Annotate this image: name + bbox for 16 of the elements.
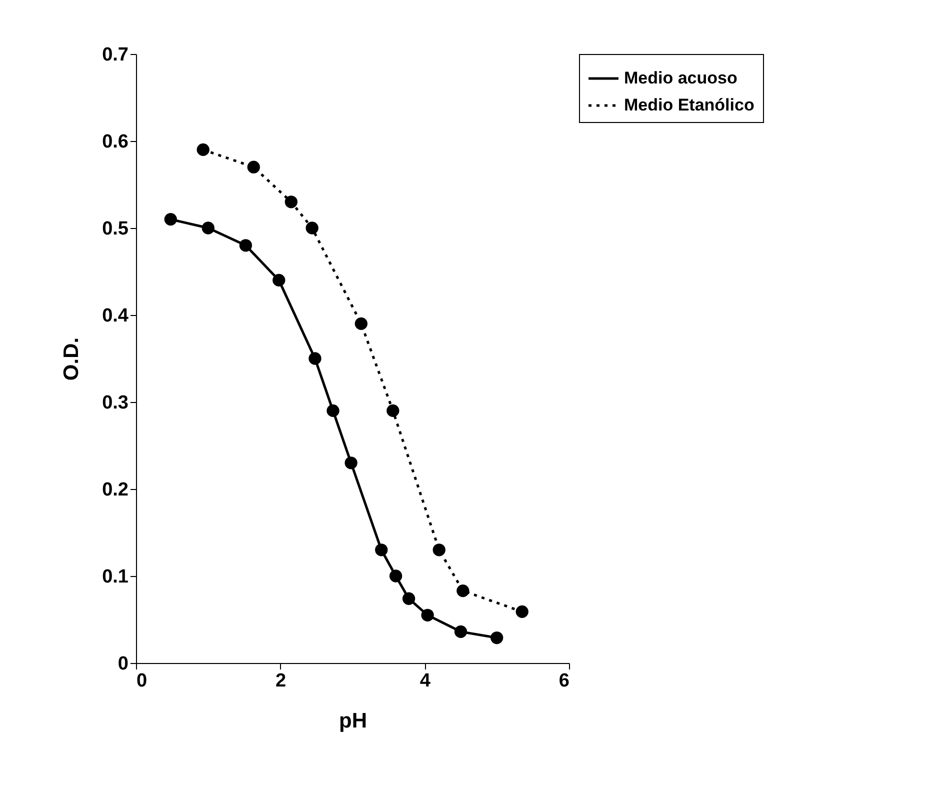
y-tick-label: 0.6 <box>102 132 128 152</box>
legend-label: Medio acuoso <box>624 68 738 88</box>
y-tick-label: 0.4 <box>102 306 129 326</box>
x-tick-label: 0 <box>136 670 148 692</box>
x-tick-label: 4 <box>420 670 431 692</box>
x-tick-label: 6 <box>558 670 570 692</box>
y-tick-label: 0.3 <box>102 392 128 414</box>
x-tick-label: 2 <box>276 670 286 692</box>
legend-label: Medio Etanólico <box>624 96 754 114</box>
y-axis-title: O.D. <box>60 337 84 381</box>
y-tick-label: 0.2 <box>102 480 128 500</box>
y-tick-label: 0.7 <box>102 44 128 66</box>
y-tick-label: 0 <box>118 654 128 674</box>
y-tick-label: 0.5 <box>102 218 129 240</box>
y-tick-label: 0.1 <box>102 566 129 588</box>
x-axis-title: pH <box>339 710 367 732</box>
